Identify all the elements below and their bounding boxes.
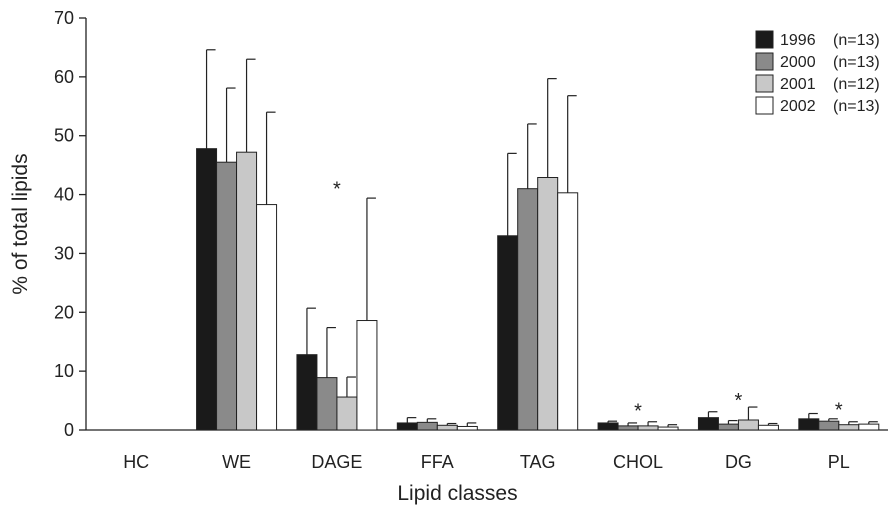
bar-dg-2000 [717,423,739,431]
category-label-ffa: FFA [421,452,454,472]
error-bars [205,49,878,428]
legend-n-2001: (n=12) [833,76,880,93]
legend-swatch-2002 [755,96,774,115]
legend-label-2002: 2002 [780,98,816,115]
bar-chol-2000 [617,425,639,431]
category-label-dg: DG [725,452,752,472]
bar-pl-1996 [798,418,820,431]
y-tick-label: 50 [54,126,74,146]
bar-dage-2002 [356,320,378,431]
significance-star-chol: * [634,401,642,423]
bar-ffa-2001 [436,424,458,431]
bar-chol-1996 [597,422,619,431]
significance-star-pl: * [835,399,843,421]
bar-pl-2001 [838,424,860,431]
legend-swatch-1996 [755,30,774,49]
category-label-tag: TAG [520,452,556,472]
bar-we-2002 [256,204,278,431]
category-label-we: WE [222,452,251,472]
y-tick-label: 60 [54,67,74,87]
significance-star-dage: * [333,179,341,201]
legend-swatch-2001 [755,74,774,93]
bar-dg-1996 [697,417,719,431]
y-tick-label: 30 [54,243,74,263]
bar-pl-2000 [818,420,840,431]
y-tick-label: 40 [54,185,74,205]
bar-dage-2000 [316,377,338,431]
bar-tag-2002 [557,192,579,431]
legend-label-1996: 1996 [780,32,816,49]
bar-dg-2002 [757,424,779,431]
legend-label-2001: 2001 [780,76,816,93]
significance-markers: * * * * [333,179,843,423]
bar-we-1996 [196,148,218,431]
category-label-chol: CHOL [613,452,663,472]
bars [196,148,880,431]
significance-star-dg: * [735,390,743,412]
category-label-hc: HC [123,452,149,472]
bar-we-2000 [216,161,238,431]
bar-tag-1996 [497,235,519,431]
y-tick-label: 0 [64,420,74,440]
bar-ffa-1996 [396,422,418,431]
y-tick-label: 70 [54,8,74,28]
x-axis-category-labels: HC WE DAGE FFA TAG CHOL DG PL [123,452,850,472]
legend-label-2000: 2000 [780,54,816,71]
legend-n-2002: (n=13) [833,98,880,115]
y-axis-title: % of total lipids [9,153,32,294]
legend-swatch-2000 [755,52,774,71]
bar-pl-2002 [858,423,880,431]
bar-ffa-2000 [416,421,438,431]
legend: 1996 (n=13) 2000 (n=13) 2001 (n=12) 2002 (n=13) [755,30,880,115]
bar-we-2001 [236,151,258,431]
bar-tag-2001 [537,177,559,431]
bar-chol-2002 [657,426,679,431]
y-tick-label: 10 [54,361,74,381]
bar-dage-1996 [296,354,318,431]
legend-n-1996: (n=13) [833,32,880,49]
y-tick-label: 20 [54,302,74,322]
x-axis-title: Lipid classes [397,482,517,505]
legend-n-2000: (n=13) [833,54,880,71]
bar-dg-2001 [737,419,759,431]
category-label-dage: DAGE [311,452,362,472]
category-label-pl: PL [828,452,850,472]
bar-ffa-2002 [456,425,478,431]
bar-tag-2000 [517,188,539,431]
bar-chol-2001 [637,425,659,431]
y-axis-ticks: 0 10 20 30 40 50 60 70 [54,8,86,440]
bar-dage-2001 [336,396,358,431]
